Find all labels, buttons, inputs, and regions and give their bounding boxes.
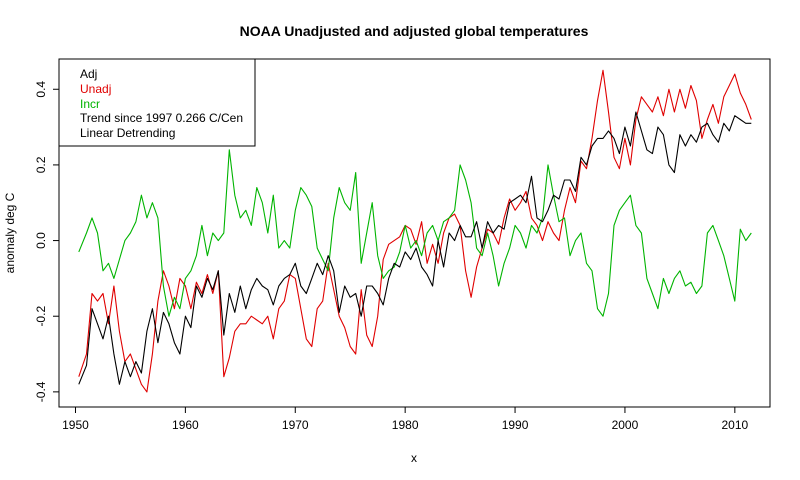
series-line-adj xyxy=(78,111,752,385)
legend-entry-detrending: Linear Detrending xyxy=(80,126,175,140)
series-layer xyxy=(78,69,752,393)
legend-entry-unadj: Unadj xyxy=(80,82,111,96)
x-axis-title: x xyxy=(411,451,417,465)
legend-entry-adj: Adj xyxy=(80,67,97,81)
y-tick-label: -0.2 xyxy=(34,306,48,327)
y-tick-label: 0.0 xyxy=(34,232,48,249)
legend-entry-trend: Trend since 1997 0.266 C/Cen xyxy=(80,111,243,125)
x-tick-label: 1970 xyxy=(282,418,309,432)
y-axis-title: anomaly deg C xyxy=(3,192,17,273)
y-tick-label: 0.4 xyxy=(34,81,48,98)
x-tick-label: 1980 xyxy=(392,418,419,432)
series-line-incr xyxy=(78,149,752,317)
legend-entry-incr: Incr xyxy=(80,97,100,111)
x-tick-label: 1960 xyxy=(172,418,199,432)
y-axis: -0.4 -0.2 0.0 0.2 0.4 xyxy=(34,81,60,402)
legend: Adj Unadj Incr Trend since 1997 0.266 C/… xyxy=(58,58,256,147)
x-tick-label: 2000 xyxy=(612,418,639,432)
x-tick-label: 1990 xyxy=(502,418,529,432)
x-tick-label: 2010 xyxy=(721,418,748,432)
y-tick-label: 0.2 xyxy=(34,156,48,173)
x-axis: 1950 1960 1970 1980 1990 2000 2010 xyxy=(62,406,749,432)
series-line-unadj xyxy=(78,69,752,393)
x-tick-label: 1950 xyxy=(62,418,89,432)
chart-title: NOAA Unadjusted and adjusted global temp… xyxy=(240,23,589,39)
legend-box xyxy=(58,58,256,147)
y-tick-label: -0.4 xyxy=(34,381,48,402)
